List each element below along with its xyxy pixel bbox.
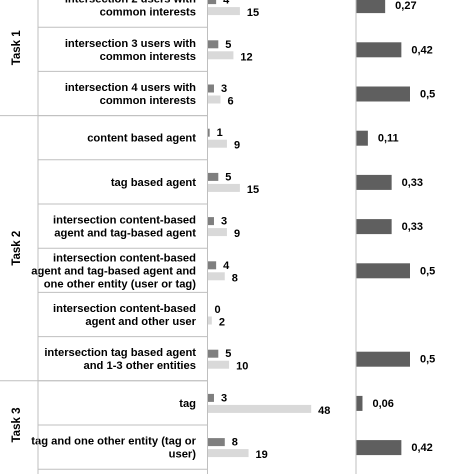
category-label-line: content based agent [87, 133, 196, 145]
bar-a-value: 5 [225, 171, 231, 183]
bar-a [207, 0, 217, 5]
task-label: Task 3 [11, 408, 23, 443]
category-label-line: intersection content-based [53, 252, 196, 264]
ratio-value: 0,5 [420, 354, 435, 366]
category-label-line: and 1-3 other entities [83, 360, 196, 372]
bar-a [207, 349, 219, 358]
bar-b [207, 449, 249, 458]
category-label: intersection content-based agent and tag-… [31, 252, 196, 290]
bar-a [207, 84, 214, 93]
bar-a [207, 172, 219, 181]
bar-a [207, 217, 214, 226]
bar-b-value: 8 [232, 272, 238, 284]
bar-a-value: 3 [221, 216, 227, 228]
bar-a [207, 261, 217, 270]
ratio-value: 0,33 [402, 177, 423, 189]
category-label-line: intersection content-based [53, 303, 196, 315]
category-label-line: tag and one other entity (tag or [31, 436, 196, 448]
category-label-line: intersection 2 users with [65, 0, 196, 6]
bar-b [207, 183, 240, 192]
category-label: content based agent [87, 133, 196, 145]
category-label-line: common interests [100, 51, 196, 63]
ratio-value: 0,42 [411, 44, 432, 56]
ratio-bar [356, 395, 363, 411]
category-label-line: common interests [100, 95, 196, 107]
bar-a-value: 8 [232, 437, 238, 449]
category-label-line: common interests [100, 7, 196, 19]
category-label: intersection 4 users with common interest… [65, 82, 196, 107]
ratio-bar [356, 130, 368, 146]
category-label: intersection content-based agent and othe… [53, 303, 197, 328]
bar-b-value: 9 [234, 228, 240, 240]
bar-b [207, 95, 221, 104]
ratio-bar [356, 351, 410, 367]
bar-b [207, 404, 312, 413]
category-label-line: agent and tag-based agent [54, 228, 196, 240]
bar-a-value: 4 [223, 0, 230, 7]
category-label-line: intersection tag based agent [44, 347, 196, 359]
category-label-line: tag [179, 398, 196, 410]
ratio-bar [356, 263, 410, 279]
category-label: intersection tag based agent and 1-3 othe… [44, 347, 196, 372]
category-label-line: intersection 3 users with [65, 38, 196, 50]
category-label-line: agent and tag-based agent and [31, 265, 196, 277]
task-label: Task 1 [11, 30, 23, 66]
task-label: Task 2 [11, 231, 23, 266]
bar-b-value: 10 [236, 361, 248, 373]
ratio-value: 0,5 [420, 89, 435, 101]
bar-b-value: 12 [240, 51, 252, 63]
bar-b-value: 19 [256, 449, 268, 461]
category-label-line: tag based agent [111, 177, 196, 189]
bar-b [207, 228, 227, 237]
bar-b-value: 6 [227, 96, 233, 108]
ratio-bar [356, 0, 386, 14]
bar-a-value: 4 [223, 260, 230, 272]
ratio-bar [356, 174, 392, 190]
ratio-bar [356, 219, 392, 235]
category-label: tag [179, 398, 196, 410]
bar-a [207, 393, 214, 402]
bar-b-value: 15 [247, 7, 259, 19]
ratio-value: 0,06 [372, 398, 393, 410]
bar-b-value: 9 [234, 140, 240, 152]
category-label: intersection 3 users with common interest… [65, 38, 196, 63]
bar-b [207, 139, 227, 148]
ratio-value: 0,11 [378, 133, 399, 145]
ratio-value: 0,5 [420, 265, 435, 277]
category-label-line: intersection 4 users with [65, 82, 196, 94]
bar-a [207, 40, 219, 49]
ratio-value: 0,42 [411, 442, 432, 454]
ratio-value: 0,27 [395, 0, 416, 12]
ratio-bar [356, 42, 402, 58]
bar-a [207, 438, 225, 447]
bar-a-value: 3 [221, 83, 227, 95]
bar-a-value: 3 [221, 392, 227, 404]
bar-b [207, 316, 212, 325]
bar-b-value: 48 [318, 405, 330, 417]
category-label-line: user) [169, 449, 197, 461]
category-label-line: agent and other user [85, 316, 196, 328]
bar-a [207, 128, 210, 137]
bar-b [207, 51, 234, 60]
ratio-bar [356, 440, 402, 456]
bar-a-value: 5 [225, 348, 231, 360]
bar-b [207, 272, 225, 281]
category-label: intersection content-based agent and tag-… [53, 215, 196, 240]
category-label-line: one other entity (user or tag) [44, 278, 197, 290]
bar-a-value: 1 [217, 127, 223, 139]
bar-a-value: 5 [225, 39, 231, 51]
category-label: tag and one other entity (tag or user) [31, 436, 196, 461]
bar-b-value: 15 [247, 184, 259, 196]
bar-a-value: 0 [215, 304, 221, 316]
category-label-line: intersection content-based [53, 215, 196, 227]
ratio-value: 0,33 [402, 221, 423, 233]
bar-b [207, 360, 230, 369]
bar-b-value: 2 [219, 317, 225, 329]
ratio-bar [356, 86, 410, 102]
category-label: tag based agent [111, 177, 196, 189]
bar-b [207, 7, 240, 16]
